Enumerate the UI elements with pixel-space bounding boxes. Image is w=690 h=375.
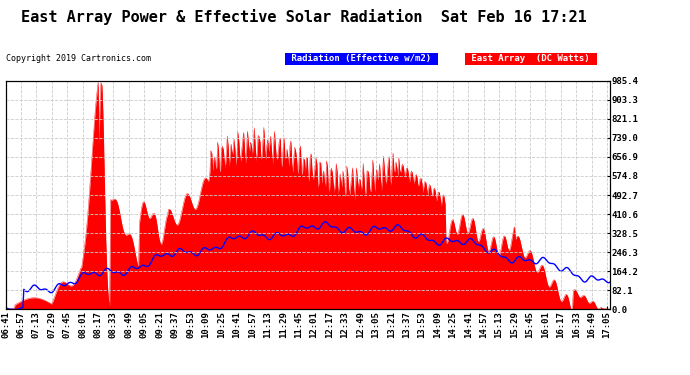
Text: Copyright 2019 Cartronics.com: Copyright 2019 Cartronics.com — [6, 54, 150, 63]
Text: Radiation (Effective w/m2): Radiation (Effective w/m2) — [286, 54, 437, 63]
Text: East Array  (DC Watts): East Array (DC Watts) — [466, 54, 595, 63]
Text: East Array Power & Effective Solar Radiation  Sat Feb 16 17:21: East Array Power & Effective Solar Radia… — [21, 9, 586, 26]
